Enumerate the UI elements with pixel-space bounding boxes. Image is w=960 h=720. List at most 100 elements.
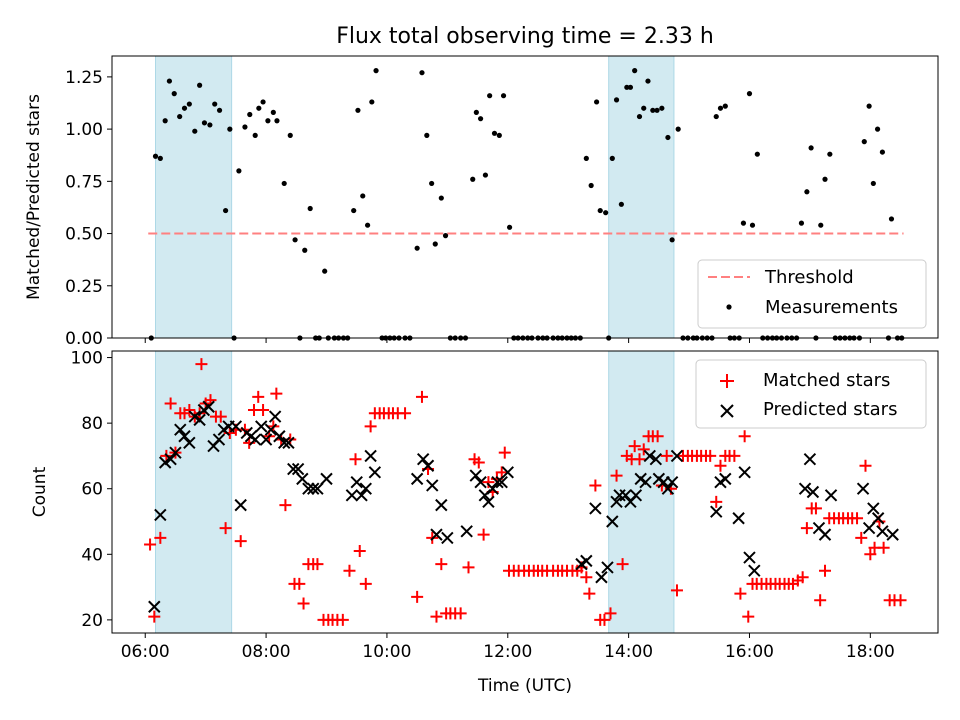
measurement-point [355,107,361,113]
matched-star-point [472,456,485,469]
measurement-point [247,111,253,118]
predicted-star-point [610,495,623,509]
measurement-point [227,126,233,132]
top-y-tick-label: 1.00 [65,120,103,140]
predicted-star-point [486,482,499,495]
predicted-star-point [643,449,656,463]
measurement-point [506,224,513,230]
measurement-point [181,105,188,111]
measurement-point [438,195,444,201]
matched-star-point [851,512,864,525]
matched-star-point [814,594,827,607]
measurement-point [888,216,895,222]
predicted-star-point [732,512,745,525]
predicted-star-point [491,475,504,489]
predicted-star-point [798,482,812,495]
predicted-star-point [302,482,315,495]
predicted-star-point [824,489,838,502]
bottom-y-axis-ticks: 20 40 60 80 100 [71,349,112,631]
measurement-point [265,118,271,124]
legend-measurements-label: Measurements [765,297,898,318]
bottom-legend: Matched stars Predicted stars [695,359,927,429]
measurement-point [424,132,430,138]
predicted-star-point [416,453,430,466]
measurement-point [369,99,375,105]
measurement-point [186,101,192,107]
predicted-star-point [178,430,191,443]
predicted-star-point [273,430,286,443]
predicted-star-point [886,528,899,541]
x-tick-label: 12:00 [483,642,532,662]
measurement-point [201,120,208,126]
bottom-shaded-interval-1 [608,350,675,634]
top-shaded-interval-0 [155,55,233,339]
measurement-point [281,180,287,187]
measurement-point [166,78,173,84]
legend-matched-label: Matched stars [763,370,890,391]
predicted-star-point [202,400,215,413]
measurement-point [322,268,328,274]
matched-star-point [610,469,623,482]
matched-star-point [234,535,247,548]
matched-star-point [454,607,467,620]
top-legend: Threshold Measurements [697,259,927,329]
matched-star-point [353,545,366,558]
matched-star-point [415,390,428,403]
matched-star-point [482,476,495,489]
matched-star-point [297,597,310,610]
matched-star-point [495,466,508,479]
matched-star-point [252,390,265,403]
x-tick-label: 06:00 [121,642,170,662]
predicted-star-point [193,413,206,427]
predicted-star-point [495,475,508,489]
measurement-point [351,207,357,214]
predicted-star-point [435,498,448,512]
matched-star-point [279,499,292,512]
predicted-star-point [856,482,870,495]
legend-predicted-label: Predicted stars [763,399,897,420]
measurement-point [713,113,719,120]
predicted-star-point [345,489,359,502]
matched-star-point [670,584,683,597]
matched-star-point [359,577,372,590]
matched-star-point [809,502,822,515]
measurement-point [613,97,620,103]
predicted-star-point [482,495,495,509]
measurement-point [432,241,438,247]
measurement-point [270,109,276,115]
predicted-star-point [278,436,291,450]
bottom-panel: 20 40 60 80 100 06:00 08:00 10:00 12:00 14:00 16:… [30,349,939,696]
measurement-point [740,220,747,226]
bottom-y-axis-label: Count [30,466,50,517]
matched-star-point [738,430,751,443]
matched-star-point [411,590,424,603]
predicted-star-point [320,472,333,486]
measurement-point [645,78,651,84]
matched-star-point [364,420,377,433]
bottom-y-tick-label: 40 [81,545,103,565]
matched-star-point [660,449,673,462]
measurement-point [152,153,159,159]
matched-star-point [894,594,907,607]
predicted-star-point [719,472,732,486]
predicted-star-point [871,512,885,525]
matched-stars-points [144,358,907,626]
measurement-point [216,107,223,113]
measurement-point [627,84,634,90]
measurement-point [804,189,810,195]
measurement-point [482,172,489,178]
measurement-point [192,128,198,134]
top-axes-frame [111,55,939,339]
predicted-star-point [426,479,439,492]
bottom-y-tick-label: 80 [81,414,103,434]
predicted-star-point [421,459,435,472]
predicted-star-point [738,466,751,479]
matched-star-point [616,558,629,571]
predicted-star-point [649,453,663,466]
measurement-point [861,139,867,145]
bottom-y-tick-label: 20 [81,611,103,631]
matched-star-point [293,577,306,590]
predicted-star-point [670,449,684,463]
x-axis-label: Time (UTC) [477,676,572,696]
